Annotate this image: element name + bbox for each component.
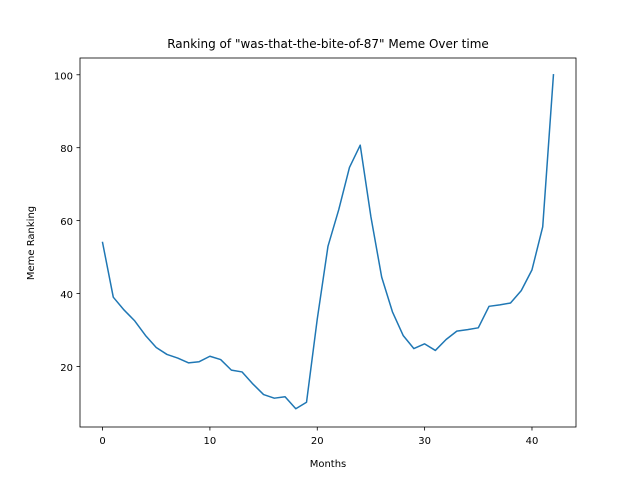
y-tick-label: 80 xyxy=(60,144,73,155)
y-tick-label: 60 xyxy=(60,217,73,228)
y-axis-label: Meme Ranking xyxy=(26,206,37,280)
axes-frame xyxy=(79,57,577,428)
x-tick-label: 40 xyxy=(526,436,539,447)
x-tick-label: 30 xyxy=(418,436,431,447)
chart-title: Ranking of "was-that-the-bite-of-87" Mem… xyxy=(167,37,489,51)
x-axis-label: Months xyxy=(310,459,347,470)
plot-area: 0 10 20 30 40 20 40 60 80 100 xyxy=(54,57,577,447)
x-tick-label: 10 xyxy=(204,436,217,447)
x-tick-label: 20 xyxy=(311,436,324,447)
y-tick-label: 20 xyxy=(60,363,73,374)
series-line-0 xyxy=(101,73,555,410)
y-tick-label: 40 xyxy=(60,290,73,301)
x-tick-label: 0 xyxy=(99,436,105,447)
y-tick-label: 100 xyxy=(54,71,73,82)
